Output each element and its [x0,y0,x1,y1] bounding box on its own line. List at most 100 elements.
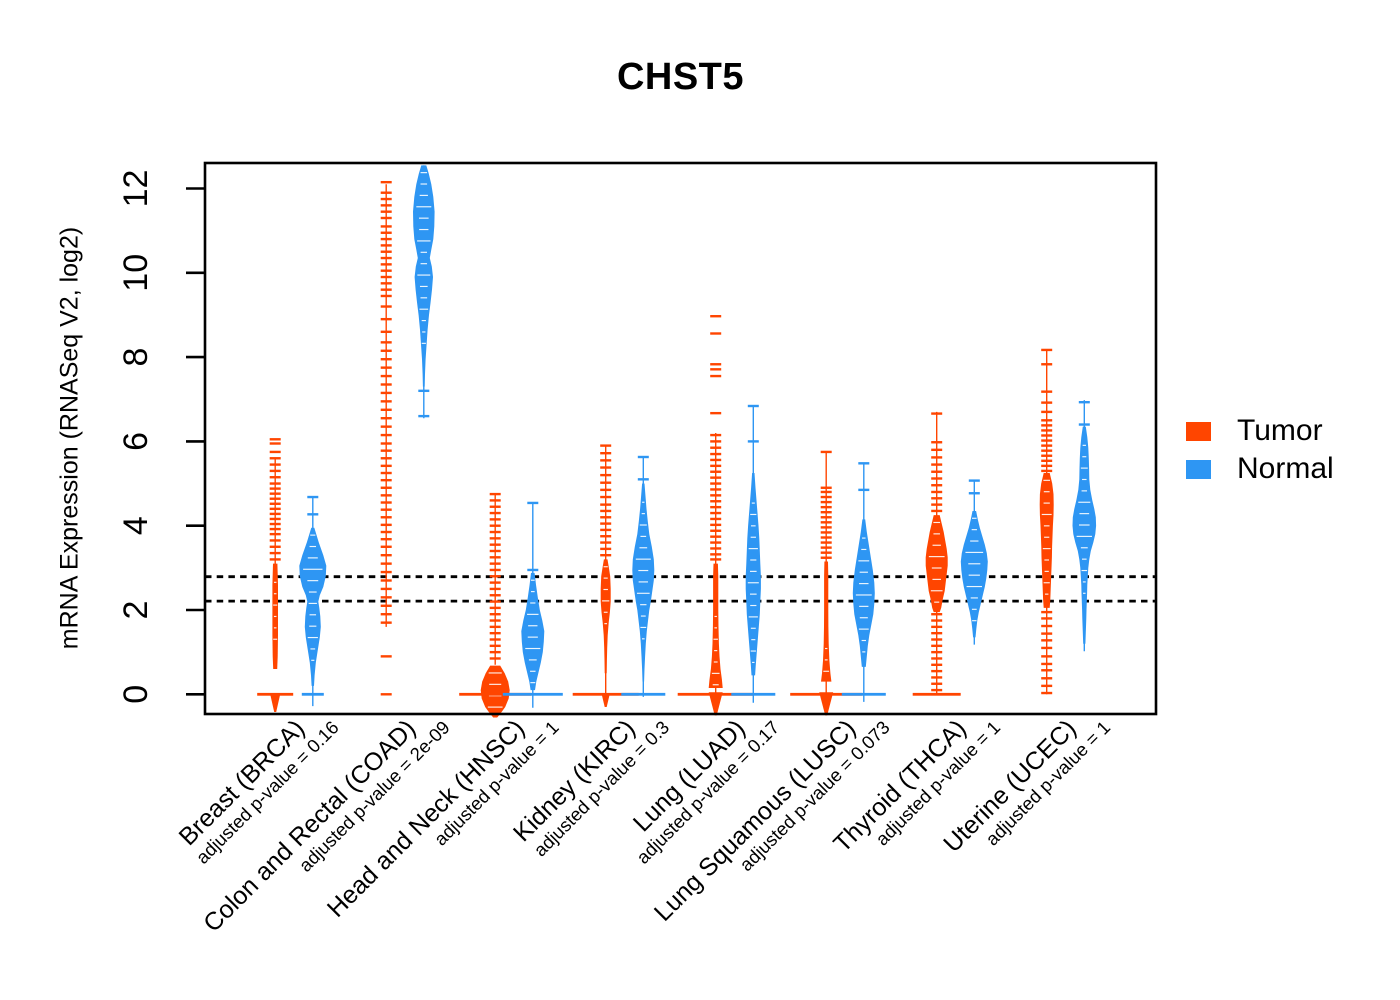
violin-body [1072,426,1097,644]
data-point-dash [931,625,943,629]
data-point-dash [418,414,430,418]
plot-border [203,161,1158,716]
data-point-dash [489,575,501,578]
data-point-dash [931,650,943,654]
data-point-dash [269,457,281,460]
violin-body [521,572,545,691]
data-point-dash [820,516,832,519]
data-point-dash [1041,610,1053,614]
data-point-dash [380,305,392,308]
violin-body [821,561,832,682]
data-point-dash [269,539,281,542]
legend-item-tumor: Tumor [1186,412,1334,450]
data-point-dash [820,495,832,499]
data-point-dash [710,315,722,318]
data-point-dash [380,225,392,228]
data-point-dash [380,417,392,420]
data-point-dash [1041,348,1053,352]
data-point-dash [269,522,281,526]
data-point-dash [489,505,501,508]
chart-title: CHST5 [616,56,745,98]
data-point-dash [1041,639,1053,642]
data-point-dash [380,330,392,334]
data-point-dash [600,473,612,477]
data-point-dash [710,363,722,366]
data-point-dash [1041,429,1053,432]
y-tick-label-2: 2 [117,601,155,620]
data-point-dash [820,556,832,559]
data-point-dash [931,456,943,459]
data-point-dash [489,530,501,534]
data-point-dash [710,440,722,443]
below-zero-blob [819,692,834,716]
normal-swatch-icon [1186,459,1211,479]
data-point-dash [820,521,832,524]
data-point-dash [820,500,832,504]
data-point-dash [931,441,943,444]
data-point-dash [380,501,392,504]
zero-cluster-bar [731,692,776,696]
data-point-dash [1041,424,1053,427]
data-point-dash [600,509,612,513]
data-point-dash [931,448,943,452]
data-point-dash [489,606,501,610]
data-point-dash [489,511,501,515]
data-point-dash [380,191,392,194]
strip-tumor-6 [912,411,961,696]
data-point-dash [489,650,501,654]
strip-normal-6 [960,479,988,645]
data-point-dash [710,523,722,527]
data-point-dash [380,294,392,298]
y-tick-label-10: 10 [117,254,155,292]
data-point-dash [380,508,392,511]
data-point-dash [380,433,392,437]
data-point-dash [307,495,319,499]
data-point-dash [489,562,501,565]
data-point-dash [380,180,392,184]
data-point-dash [600,452,612,455]
y-tick-label-8: 8 [117,348,155,367]
data-point-dash [820,511,832,514]
y-tick-label-0: 0 [117,685,155,704]
data-point-dash [600,488,612,492]
data-point-dash [380,530,392,534]
data-point-dash [489,537,501,540]
data-point-dash [489,631,501,635]
data-point-dash [380,282,392,285]
data-point-dash [820,505,832,509]
data-point-dash [380,210,392,213]
strip-tumor-1 [380,180,392,696]
data-point-dash [380,449,392,452]
zero-cluster-bar [502,692,563,696]
data-point-dash [1041,444,1053,447]
zero-cluster-bar [912,692,961,696]
data-point-dash [710,452,722,456]
data-point-dash [820,486,832,489]
zero-cluster-bar [301,692,324,696]
data-point-dash [858,488,870,492]
data-point-dash [637,455,649,459]
data-point-dash [380,349,392,352]
data-point-dash [931,509,943,513]
legend: Tumor Normal [1186,412,1334,488]
data-point-dash [380,366,392,369]
data-point-dash [1041,363,1053,366]
data-point-dash [600,541,612,544]
data-point-dash [380,516,392,519]
data-point-dash [489,581,501,584]
data-point-dash [710,470,722,473]
data-point-dash [1041,691,1053,695]
data-point-dash [820,546,832,549]
data-point-dash [489,543,501,546]
data-point-dash [600,481,612,484]
data-point-dash [600,444,612,447]
data-point-dash [1041,449,1053,452]
data-point-dash [269,476,281,479]
data-point-dash [820,526,832,529]
data-point-dash [380,263,392,266]
data-point-dash [380,494,392,497]
data-point-dash [269,545,281,548]
data-point-dash [380,693,392,696]
data-point-dash [380,442,392,445]
